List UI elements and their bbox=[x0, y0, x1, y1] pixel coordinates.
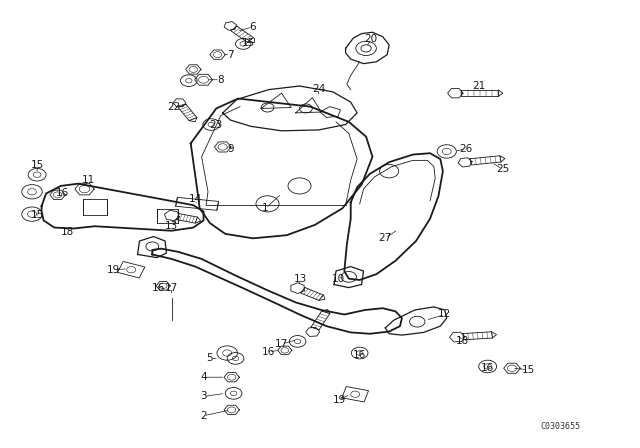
Text: 13: 13 bbox=[294, 274, 307, 284]
Text: 11: 11 bbox=[82, 175, 95, 185]
Text: 27: 27 bbox=[379, 233, 392, 243]
Text: 17: 17 bbox=[165, 283, 178, 293]
Text: 9: 9 bbox=[227, 144, 234, 154]
Text: 1: 1 bbox=[262, 203, 269, 213]
Text: C0303655: C0303655 bbox=[540, 422, 580, 431]
Text: 3: 3 bbox=[200, 392, 207, 401]
Text: 16: 16 bbox=[152, 283, 165, 293]
Text: 6: 6 bbox=[250, 22, 256, 32]
Text: 18: 18 bbox=[456, 336, 468, 346]
Text: 15: 15 bbox=[522, 365, 534, 375]
Text: 16: 16 bbox=[262, 347, 275, 357]
Text: 5: 5 bbox=[207, 353, 213, 363]
Text: 7: 7 bbox=[227, 50, 234, 60]
Text: 19: 19 bbox=[108, 265, 120, 275]
Text: 16: 16 bbox=[56, 188, 69, 198]
Text: 10: 10 bbox=[332, 274, 344, 284]
Text: 20: 20 bbox=[365, 34, 378, 44]
Text: 22: 22 bbox=[168, 102, 180, 112]
Text: 14: 14 bbox=[189, 194, 202, 204]
Text: 8: 8 bbox=[217, 75, 223, 85]
Text: 15: 15 bbox=[242, 38, 255, 47]
Text: 12: 12 bbox=[438, 310, 451, 319]
Text: 16: 16 bbox=[481, 363, 494, 373]
Text: 19: 19 bbox=[333, 395, 346, 405]
Text: 24: 24 bbox=[312, 84, 325, 94]
Text: 13: 13 bbox=[165, 221, 178, 231]
Text: 26: 26 bbox=[460, 144, 472, 154]
Text: 18: 18 bbox=[61, 227, 74, 237]
Text: 16: 16 bbox=[353, 350, 366, 360]
Text: 15: 15 bbox=[31, 210, 44, 220]
Text: 4: 4 bbox=[200, 372, 207, 382]
Text: 15: 15 bbox=[31, 160, 44, 170]
Text: 2: 2 bbox=[200, 411, 207, 421]
Text: 21: 21 bbox=[472, 81, 485, 91]
Text: 17: 17 bbox=[275, 339, 288, 349]
Text: 23: 23 bbox=[210, 120, 223, 129]
Text: 25: 25 bbox=[496, 164, 509, 174]
